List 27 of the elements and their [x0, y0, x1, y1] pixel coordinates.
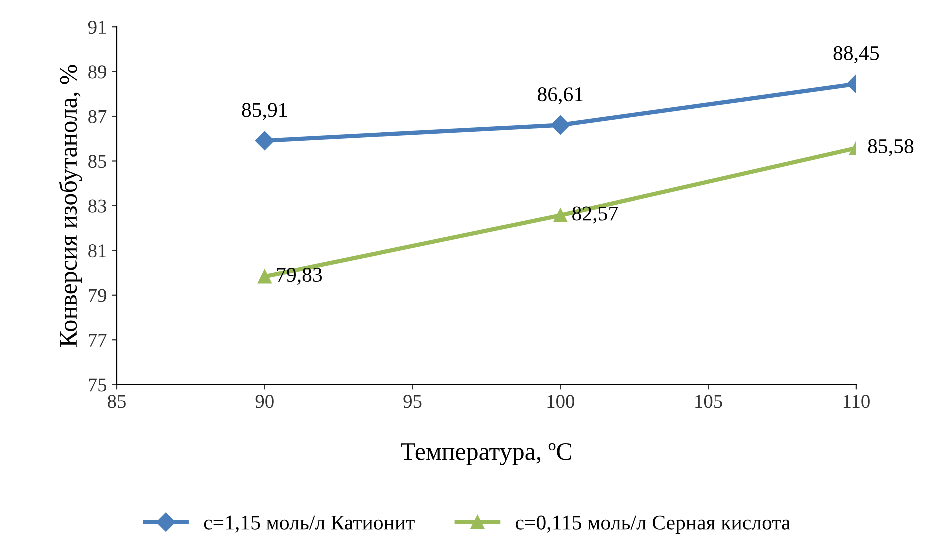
x-tick-label: 100 — [548, 395, 575, 408]
data-label: 88,45 — [834, 46, 880, 64]
x-tick-label: 105 — [696, 395, 722, 408]
y-tick-label: 91 — [88, 20, 106, 34]
y-tick-label: 83 — [88, 200, 107, 213]
legend-label: c=0,115 моль/л Серная кислота — [516, 516, 790, 534]
y-tick-label: 89 — [88, 66, 106, 79]
y-tick-label: 77 — [89, 334, 107, 347]
x-tick-label: 90 — [256, 395, 274, 408]
y-tick-label: 85 — [88, 155, 107, 168]
data-label: 85,58 — [868, 139, 914, 156]
data-label: 85,91 — [242, 103, 288, 120]
point — [255, 131, 274, 150]
y-axis-title: Конверсия изобутанола, % — [58, 65, 82, 347]
x-tick-label: 85 — [108, 395, 126, 408]
x-tick-label: 110 — [844, 395, 870, 408]
data-label: 82,57 — [572, 206, 618, 224]
y-tick-label: 81 — [88, 244, 106, 258]
x-axis-title: Температура, ºС — [401, 443, 572, 466]
data-label: 79,83 — [277, 268, 322, 286]
y-tick-label: 79 — [89, 289, 106, 302]
point — [258, 270, 272, 284]
x-tick-label: 95 — [404, 395, 422, 408]
data-label: 86,61 — [538, 88, 583, 105]
legend-label: c=1,15 моль/л Катионит — [204, 516, 415, 533]
y-tick-label: 87 — [88, 110, 107, 124]
y-tick-label: 75 — [89, 378, 107, 392]
